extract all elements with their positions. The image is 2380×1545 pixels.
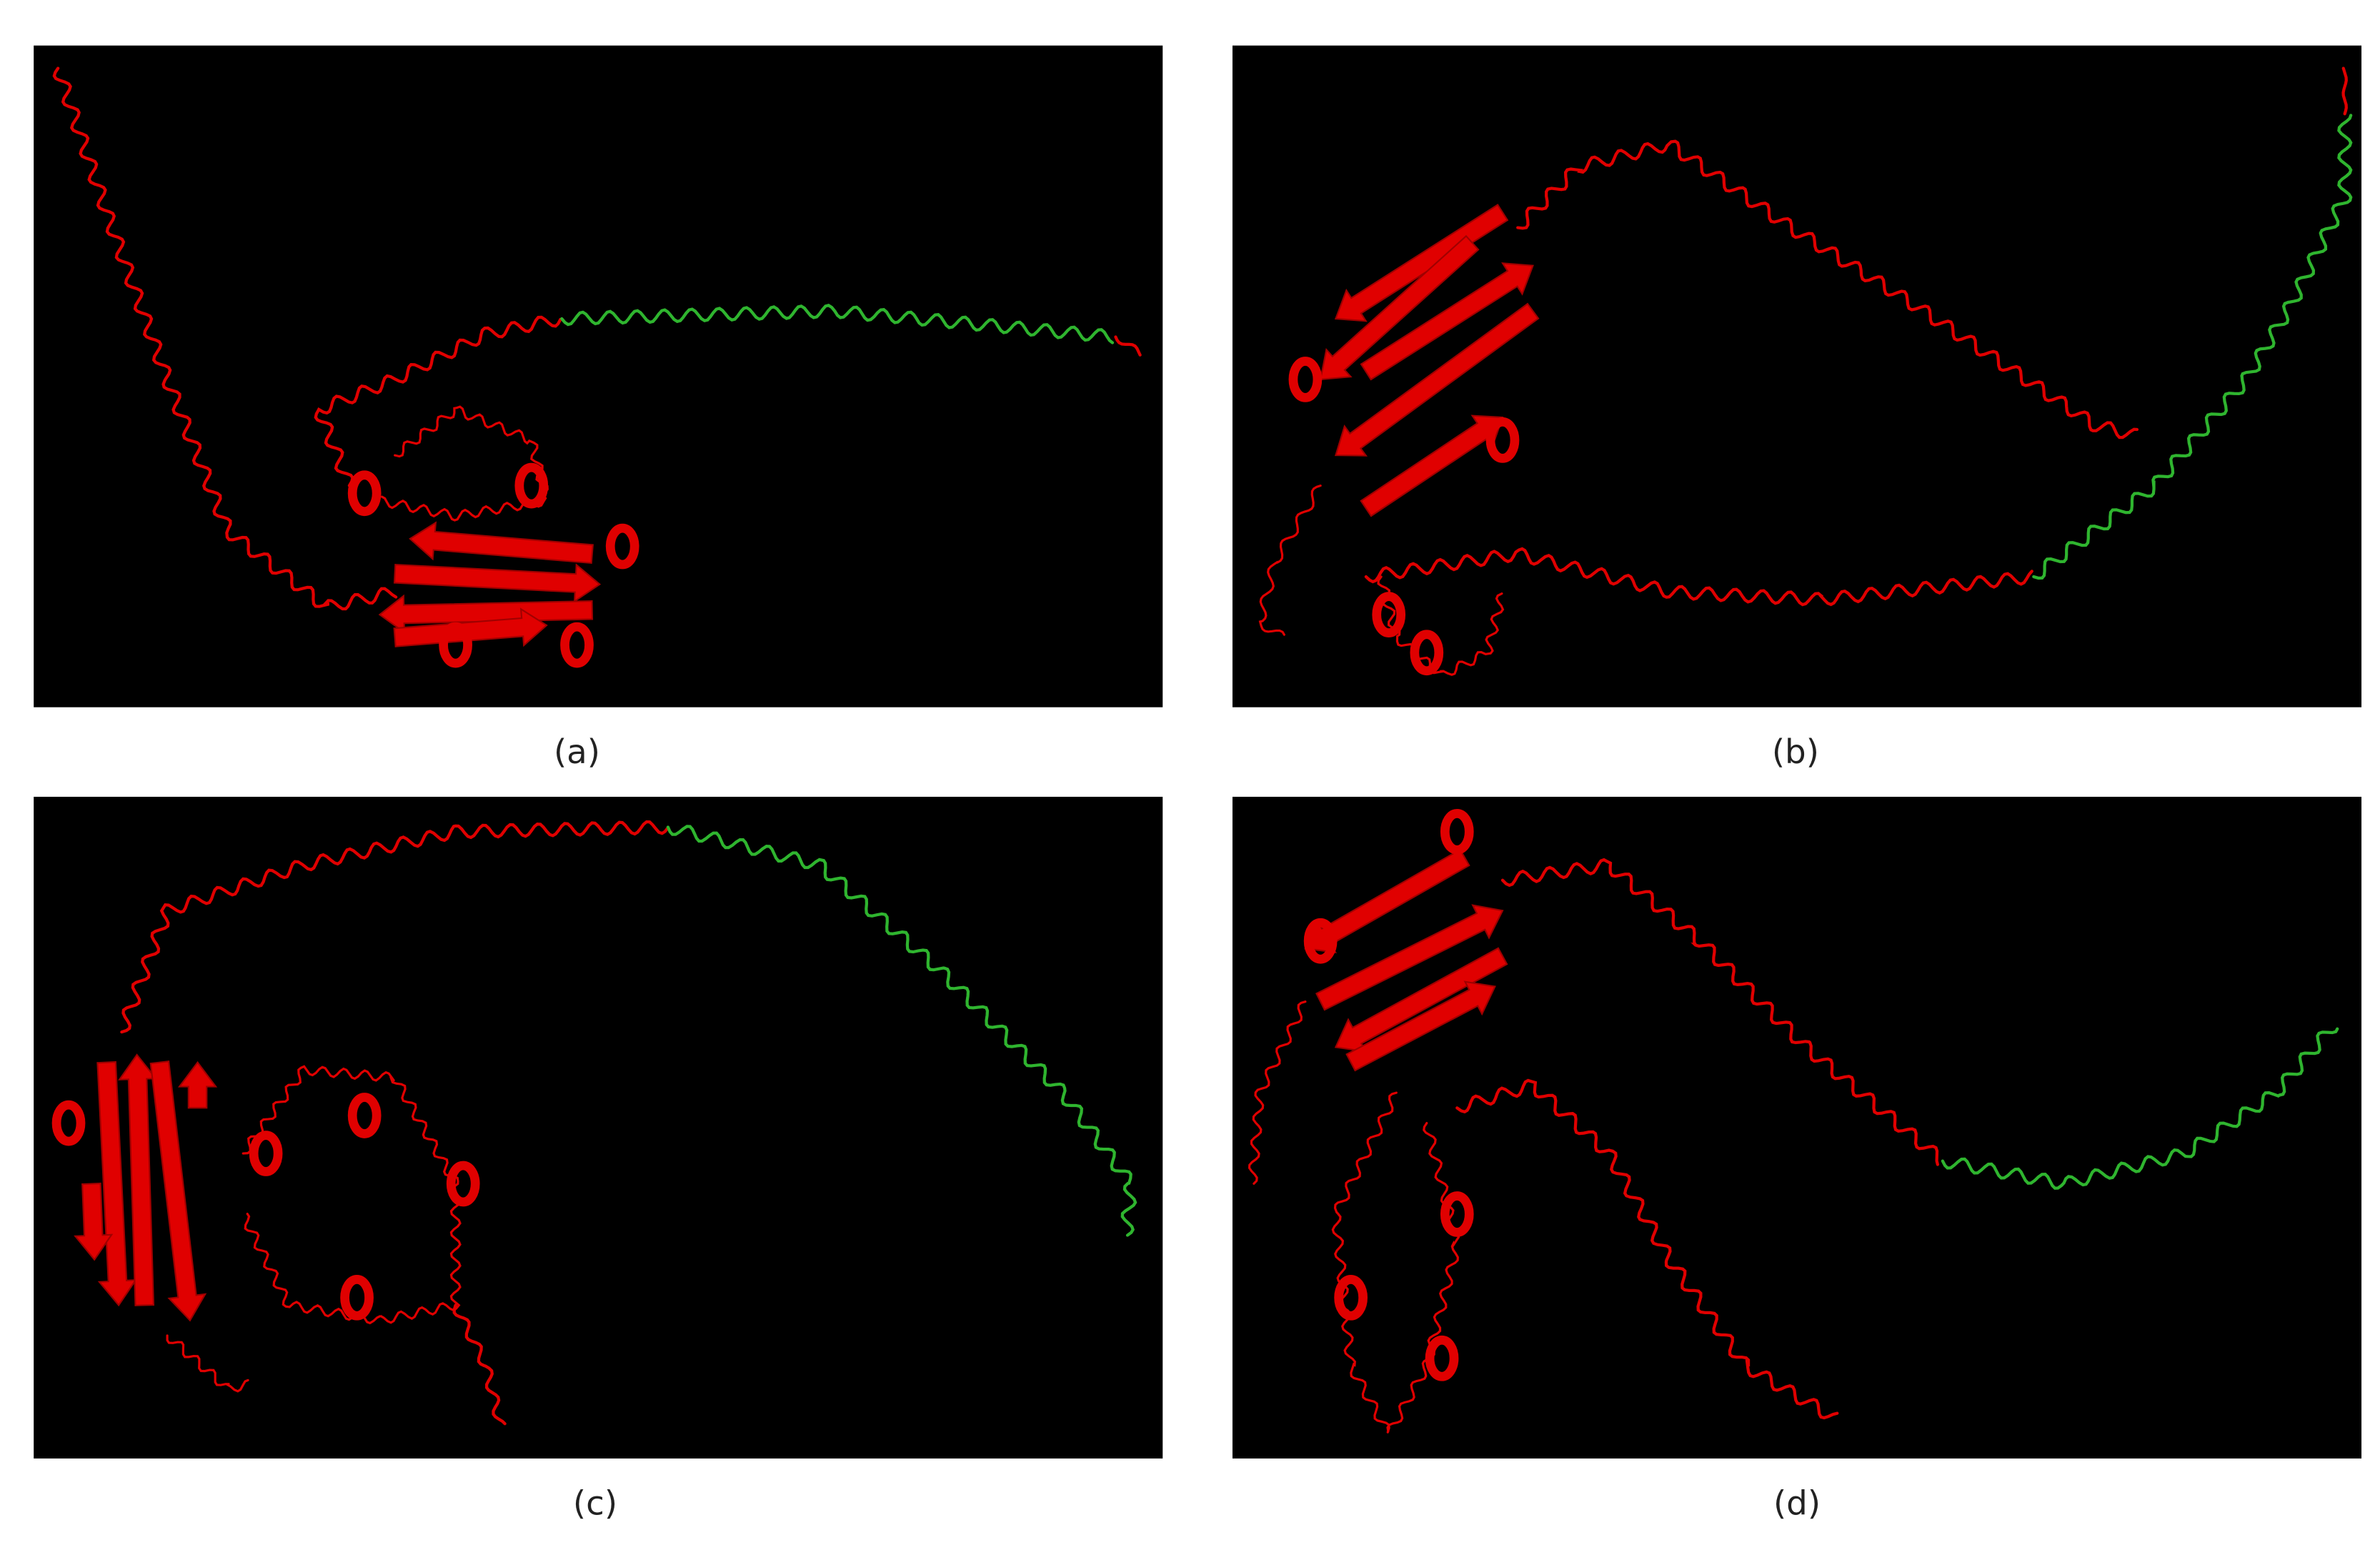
coil: [1258, 485, 1322, 636]
helix: [51, 1100, 86, 1146]
helix: [1410, 630, 1444, 676]
strand: [393, 563, 602, 603]
strand: [1319, 234, 1480, 381]
strand: [96, 1060, 137, 1307]
helix: [514, 462, 549, 509]
helix: [1288, 357, 1323, 402]
coil: [52, 66, 398, 611]
strand: [74, 1182, 114, 1261]
panel-a: [34, 45, 1163, 707]
panel-label: (b): [1772, 733, 1819, 772]
strand: [1334, 302, 1540, 457]
coil: [242, 1065, 462, 1325]
coil: [452, 1303, 507, 1426]
coil: [1377, 575, 1505, 676]
helix: [249, 1131, 283, 1176]
strand: [1334, 947, 1508, 1053]
strand: [149, 1060, 207, 1322]
panel-c: [34, 796, 1163, 1459]
helix: [439, 622, 472, 668]
panel-label: (a): [554, 733, 600, 772]
structures: [51, 66, 2353, 1434]
panel-label: (c): [573, 1484, 617, 1523]
coil: [1248, 1000, 1307, 1185]
strand: [1315, 904, 1504, 1011]
helix: [347, 1093, 382, 1138]
coil: [2032, 114, 2353, 580]
helix: [605, 523, 639, 570]
helix: [1372, 592, 1406, 637]
helix: [340, 1274, 374, 1321]
helix: [560, 622, 594, 668]
strand: [1345, 980, 1496, 1072]
coil: [1516, 139, 2139, 439]
helix: [1334, 1274, 1368, 1321]
strand: [409, 521, 594, 565]
coil: [666, 825, 1137, 1237]
coil: [1386, 1121, 1460, 1433]
strand: [1360, 262, 1534, 381]
helix: [1425, 1335, 1459, 1381]
helix: [446, 1161, 480, 1207]
coil: [1114, 335, 1142, 357]
panel-d: [1232, 796, 2362, 1459]
coil: [1455, 1078, 1839, 1420]
coil: [560, 304, 1115, 344]
coil: [1500, 858, 1940, 1166]
coil: [1941, 1027, 2339, 1190]
strand: [378, 594, 594, 634]
strand: [177, 1060, 218, 1109]
strand: [1334, 204, 1509, 322]
helix: [1303, 918, 1338, 964]
helix: [1440, 1191, 1474, 1237]
coil: [166, 1334, 249, 1393]
coil: [1364, 547, 2033, 607]
coil: [2341, 66, 2348, 116]
strand: [118, 1053, 158, 1306]
panel-label: (d): [1773, 1484, 1821, 1523]
strand: [393, 607, 548, 647]
coil: [1331, 1091, 1398, 1434]
helix: [347, 470, 382, 517]
helix: [1440, 808, 1474, 855]
coil: [120, 820, 670, 1034]
coil: [314, 315, 562, 487]
helix: [1485, 417, 1520, 463]
